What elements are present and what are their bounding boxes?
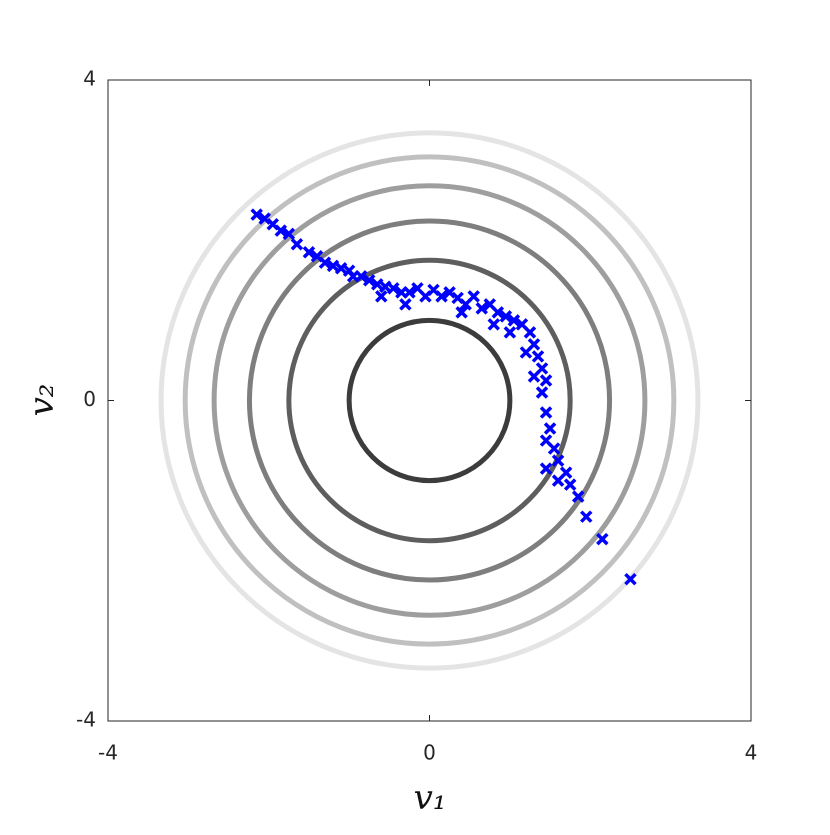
point bbox=[435, 290, 448, 303]
point bbox=[535, 362, 549, 375]
contour bbox=[346, 317, 513, 484]
point bbox=[596, 532, 609, 546]
contour bbox=[246, 218, 613, 583]
point bbox=[250, 208, 263, 221]
point bbox=[527, 338, 541, 351]
point bbox=[387, 282, 400, 295]
point bbox=[559, 466, 573, 479]
point bbox=[455, 306, 468, 319]
point bbox=[624, 572, 637, 586]
point bbox=[371, 278, 384, 291]
point bbox=[547, 442, 561, 455]
point bbox=[467, 290, 480, 303]
point bbox=[539, 374, 553, 387]
point bbox=[539, 406, 553, 419]
point bbox=[535, 386, 549, 399]
point bbox=[539, 462, 553, 475]
contour bbox=[286, 257, 573, 544]
point bbox=[487, 318, 501, 331]
point bbox=[579, 510, 593, 523]
point bbox=[491, 306, 505, 319]
point bbox=[375, 290, 388, 303]
point bbox=[499, 310, 513, 323]
point bbox=[503, 326, 517, 339]
point bbox=[523, 326, 537, 339]
x-axis-label: v₁ bbox=[414, 778, 447, 818]
contour bbox=[182, 154, 677, 647]
point bbox=[543, 422, 557, 435]
y-tick-label: 4 bbox=[83, 67, 96, 91]
x-tick-label: -4 bbox=[98, 741, 118, 765]
point bbox=[563, 478, 577, 491]
point bbox=[354, 270, 368, 283]
point bbox=[531, 350, 545, 363]
point bbox=[302, 246, 316, 259]
y-tick-label: -4 bbox=[76, 708, 96, 732]
point bbox=[326, 259, 340, 273]
point bbox=[362, 274, 376, 287]
point bbox=[403, 286, 416, 299]
point bbox=[571, 490, 585, 503]
contour bbox=[158, 130, 701, 671]
plot-frame bbox=[107, 79, 752, 722]
point bbox=[507, 314, 521, 327]
point bbox=[475, 302, 488, 315]
point bbox=[334, 262, 348, 275]
point bbox=[274, 224, 288, 237]
point bbox=[399, 298, 412, 311]
y-tick-label: 0 bbox=[83, 387, 96, 411]
point bbox=[282, 227, 296, 241]
y-axis-label: v₂ bbox=[22, 384, 62, 417]
point bbox=[290, 238, 304, 251]
point bbox=[551, 454, 565, 467]
x-tick-label: 4 bbox=[745, 741, 758, 765]
contour bbox=[211, 183, 648, 618]
x-tick-label: 0 bbox=[423, 741, 436, 765]
point bbox=[318, 256, 332, 269]
